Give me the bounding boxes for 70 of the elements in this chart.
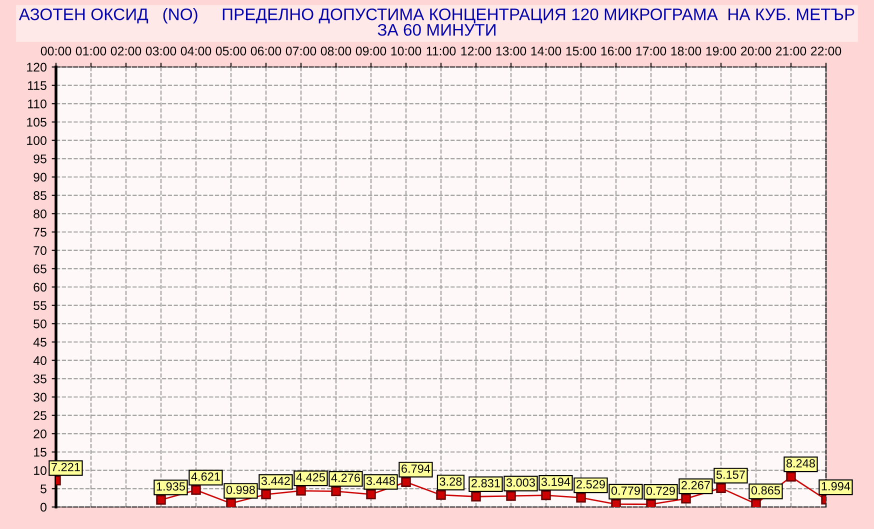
y-tick-label: 120 — [27, 62, 46, 72]
y-tick-label: 55 — [34, 301, 46, 310]
data-label: 4.425 — [296, 473, 325, 482]
data-label: 3.442 — [261, 476, 290, 486]
x-tick-label: 12:00 — [461, 46, 492, 56]
y-tick-label: 5 — [40, 484, 46, 494]
x-tick-label: 16:00 — [601, 46, 632, 56]
x-tick-label: 17:00 — [636, 46, 666, 56]
y-tick-label: 100 — [27, 136, 46, 145]
data-label: 4.276 — [331, 474, 360, 482]
x-tick-label: 21:00 — [776, 46, 806, 56]
x-tick-label: 14:00 — [531, 46, 562, 56]
y-tick-label: 90 — [34, 172, 46, 182]
x-tick-label: 20:00 — [740, 46, 772, 56]
y-tick-label: 10 — [34, 466, 46, 475]
y-tick-label: 0 — [40, 502, 46, 512]
y-tick-label: 50 — [34, 319, 46, 328]
x-tick-label: 13:00 — [496, 46, 526, 56]
chart-title: АЗОТЕН ОКСИД (NO) ПРЕДЕЛНО ДОПУСТИМА КОНЦЕНТРАЦИЯ 120 МИКРОГРАМА НА КУБ. МЕТЪР ЗА 60 МИНУТИ — [18, 8, 854, 36]
data-label: 8.248 — [786, 459, 815, 468]
data-label: 5.157 — [716, 470, 745, 479]
data-label: 2.529 — [576, 480, 605, 488]
data-label: 2.267 — [682, 481, 710, 490]
x-tick-label: 02:00 — [110, 46, 142, 56]
data-label: 1.935 — [156, 482, 185, 491]
y-tick-label: 70 — [34, 246, 46, 255]
x-tick-label: 11:00 — [426, 46, 456, 56]
y-tick-label: 110 — [28, 99, 46, 108]
data-label: 0.865 — [751, 486, 780, 495]
x-tick-label: 08:00 — [320, 46, 352, 56]
y-tick-label: 20 — [34, 429, 46, 438]
x-tick-label: 07:00 — [286, 46, 316, 56]
x-tick-label: 09:00 — [356, 46, 386, 56]
data-label: 3.28 — [440, 477, 462, 486]
y-tick-label: 80 — [34, 209, 46, 218]
y-tick-label: 40 — [33, 356, 46, 365]
x-tick-label: 10:00 — [391, 46, 422, 56]
x-tick-label: 18:00 — [671, 46, 702, 56]
y-tick-label: 15 — [34, 448, 46, 457]
x-tick-label: 01:00 — [76, 46, 106, 56]
y-tick-label: 60 — [34, 282, 46, 292]
y-tick-label: 75 — [34, 228, 46, 237]
y-tick-label: 85 — [34, 191, 46, 200]
data-label: 2.831 — [472, 478, 500, 488]
x-tick-label: 06:00 — [250, 46, 282, 56]
y-tick-label: 105 — [27, 118, 46, 127]
x-tick-label: 19:00 — [706, 46, 736, 56]
x-tick-label: 15:00 — [566, 46, 596, 56]
x-tick-label: 05:00 — [216, 46, 246, 56]
y-tick-label: 65 — [34, 264, 46, 274]
data-label: 7.221 — [52, 462, 80, 472]
x-tick-label: 00:00 — [40, 46, 72, 56]
data-label: 0.998 — [226, 486, 255, 494]
y-tick-label: 30 — [34, 392, 46, 402]
data-label: 3.194 — [541, 478, 570, 486]
data-label: 0.729 — [646, 486, 675, 496]
data-label: 1.994 — [822, 482, 850, 490]
y-tick-label: 45 — [33, 338, 46, 347]
y-tick-label: 25 — [34, 411, 46, 420]
x-tick-label: 04:00 — [180, 46, 212, 56]
data-label: 4.621 — [191, 472, 220, 481]
x-tick-label: 03:00 — [146, 46, 176, 56]
data-label: 3.448 — [366, 476, 395, 486]
y-tick-label: 95 — [34, 154, 46, 164]
data-label: 0.779 — [611, 486, 640, 495]
y-tick-label: 115 — [28, 81, 46, 90]
x-tick-label: 22:00 — [810, 46, 842, 56]
y-tick-label: 35 — [34, 374, 46, 384]
data-label: 3.003 — [506, 478, 535, 487]
data-label: 6.794 — [402, 464, 430, 473]
